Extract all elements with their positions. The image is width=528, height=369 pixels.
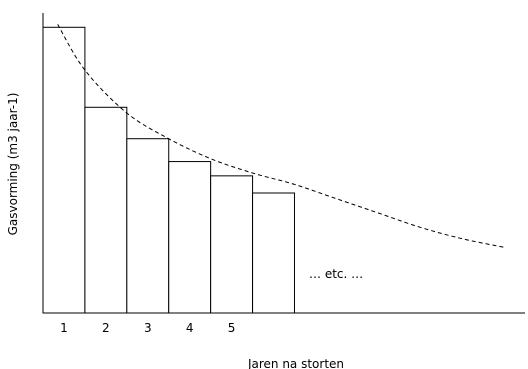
bar-4	[168, 161, 212, 314]
etc-annotation: … etc. …	[309, 267, 363, 281]
y-axis-label: Gasvorming (m3 jaar-1)	[6, 93, 20, 236]
x-tick-label-3: 3	[144, 321, 152, 335]
bar-2	[84, 106, 128, 314]
bar-3	[126, 138, 170, 314]
trend-line	[57, 24, 505, 248]
x-tick-label-1: 1	[60, 321, 68, 335]
bars-group	[42, 26, 295, 314]
bar-1	[42, 26, 86, 314]
x-tick-label-2: 2	[102, 321, 110, 335]
bar-6	[252, 192, 295, 314]
x-tick-labels: 1 2 3 4 5	[60, 321, 235, 335]
x-tick-label-5: 5	[228, 321, 236, 335]
x-tick-label-4: 4	[186, 321, 194, 335]
x-axis-label: Jaren na storten	[247, 357, 344, 369]
bar-5	[210, 175, 254, 314]
